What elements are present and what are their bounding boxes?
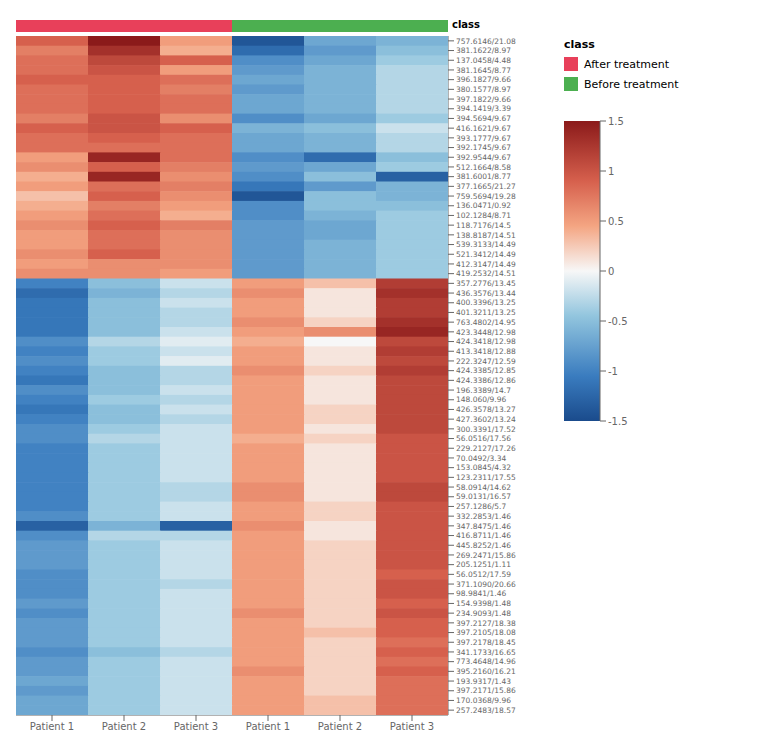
svg-text:0.5: 0.5 — [608, 216, 624, 227]
svg-text:397.1822/9.66: 397.1822/9.66 — [456, 95, 511, 104]
svg-text:521.3412/14.49: 521.3412/14.49 — [456, 250, 516, 259]
svg-text:Patient 2: Patient 2 — [318, 721, 362, 732]
svg-text:539.3133/14.49: 539.3133/14.49 — [456, 240, 516, 249]
svg-text:773.4648/14.96: 773.4648/14.96 — [456, 657, 516, 666]
svg-text:56.0512/17.59: 56.0512/17.59 — [456, 570, 511, 579]
svg-text:Patient 1: Patient 1 — [246, 721, 290, 732]
svg-text:424.3418/12.98: 424.3418/12.98 — [456, 337, 516, 346]
html-text:After treatment: After treatment — [584, 57, 670, 71]
svg-text:1: 1 — [608, 166, 614, 177]
svg-text:98.9841/1.46: 98.9841/1.46 — [456, 589, 506, 598]
svg-text:154.9398/1.48: 154.9398/1.48 — [456, 599, 511, 608]
svg-text:424.3385/12.85: 424.3385/12.85 — [456, 366, 516, 375]
svg-text:234.9093/1.48: 234.9093/1.48 — [456, 609, 511, 618]
svg-text:300.3391/17.52: 300.3391/17.52 — [456, 425, 516, 434]
svg-text:371.1090/20.66: 371.1090/20.66 — [456, 580, 516, 589]
svg-text:413.3418/12.88: 413.3418/12.88 — [456, 347, 516, 356]
html-text:class: class — [452, 19, 480, 30]
svg-text:412.3147/14.49: 412.3147/14.49 — [456, 260, 516, 269]
svg-text:380.1577/8.97: 380.1577/8.97 — [456, 85, 511, 94]
svg-text:102.1284/8.71: 102.1284/8.71 — [456, 211, 511, 220]
svg-text:436.3576/13.44: 436.3576/13.44 — [456, 289, 516, 298]
svg-text:332.2853/1.46: 332.2853/1.46 — [456, 512, 511, 521]
svg-text:394.1419/3.39: 394.1419/3.39 — [456, 104, 511, 113]
svg-text:394.5694/9.67: 394.5694/9.67 — [456, 114, 511, 123]
svg-text:196.3389/14.7: 196.3389/14.7 — [456, 386, 511, 395]
svg-text:137.0458/4.48: 137.0458/4.48 — [456, 56, 511, 65]
svg-text:170.0368/9.96: 170.0368/9.96 — [456, 696, 511, 705]
svg-text:0: 0 — [608, 266, 614, 277]
svg-text:416.8711/1.46: 416.8711/1.46 — [456, 531, 511, 540]
svg-text:229.2127/17.26: 229.2127/17.26 — [456, 444, 516, 453]
svg-text:512.1664/8.58: 512.1664/8.58 — [456, 163, 511, 172]
svg-text:377.1665/21.27: 377.1665/21.27 — [456, 182, 516, 191]
svg-text:397.2178/18.45: 397.2178/18.45 — [456, 638, 516, 647]
svg-text:423.3448/12.98: 423.3448/12.98 — [456, 328, 516, 337]
svg-text:381.6001/8.77: 381.6001/8.77 — [456, 172, 511, 181]
svg-text:70.0492/3.34: 70.0492/3.34 — [456, 454, 506, 463]
svg-text:392.1745/9.67: 392.1745/9.67 — [456, 143, 511, 152]
svg-text:397.2127/18.38: 397.2127/18.38 — [456, 619, 516, 628]
svg-text:396.1827/9.66: 396.1827/9.66 — [456, 75, 511, 84]
svg-text:136.0471/0.92: 136.0471/0.92 — [456, 201, 511, 210]
svg-text:397.2171/15.86: 397.2171/15.86 — [456, 686, 516, 695]
svg-text:381.1645/8.77: 381.1645/8.77 — [456, 66, 511, 75]
svg-text:424.3386/12.86: 424.3386/12.86 — [456, 376, 516, 385]
svg-text:426.3578/13.27: 426.3578/13.27 — [456, 405, 516, 414]
svg-text:Patient 3: Patient 3 — [174, 721, 218, 732]
svg-text:Patient 3: Patient 3 — [390, 721, 434, 732]
svg-text:56.0516/17.56: 56.0516/17.56 — [456, 434, 511, 443]
svg-text:401.3211/13.25: 401.3211/13.25 — [456, 308, 516, 317]
svg-text:759.5694/19.28: 759.5694/19.28 — [456, 192, 516, 201]
svg-text:-1: -1 — [608, 366, 618, 377]
svg-text:381.1622/8.97: 381.1622/8.97 — [456, 46, 511, 55]
svg-text:-0.5: -0.5 — [608, 316, 628, 327]
svg-text:419.2532/14.51: 419.2532/14.51 — [456, 269, 516, 278]
svg-text:763.4802/14.95: 763.4802/14.95 — [456, 318, 516, 327]
svg-text:118.7176/14.5: 118.7176/14.5 — [456, 221, 511, 230]
svg-text:58.0914/14.62: 58.0914/14.62 — [456, 483, 511, 492]
svg-text:395.2160/16.21: 395.2160/16.21 — [456, 667, 516, 676]
svg-text:1.5: 1.5 — [608, 116, 624, 127]
svg-text:59.0131/16.57: 59.0131/16.57 — [456, 492, 511, 501]
svg-text:Patient 2: Patient 2 — [102, 721, 146, 732]
svg-text:416.1621/9.67: 416.1621/9.67 — [456, 124, 511, 133]
svg-text:393.1777/9.67: 393.1777/9.67 — [456, 134, 511, 143]
html-text:Before treatment: Before treatment — [584, 77, 679, 91]
svg-text:-1.5: -1.5 — [608, 416, 628, 427]
svg-text:269.2471/15.86: 269.2471/15.86 — [456, 551, 516, 560]
svg-text:357.2776/13.45: 357.2776/13.45 — [456, 279, 516, 288]
svg-text:148.060/9.96: 148.060/9.96 — [456, 395, 506, 404]
svg-text:341.1733/16.65: 341.1733/16.65 — [456, 648, 516, 657]
svg-text:123.2311/17.55: 123.2311/17.55 — [456, 473, 516, 482]
svg-text:445.8252/1.46: 445.8252/1.46 — [456, 541, 511, 550]
svg-text:347.8475/1.46: 347.8475/1.46 — [456, 522, 511, 531]
svg-text:205.1251/1.11: 205.1251/1.11 — [456, 560, 511, 569]
html-text:class: class — [564, 38, 595, 51]
svg-text:138.8187/14.51: 138.8187/14.51 — [456, 231, 516, 240]
svg-text:Patient 1: Patient 1 — [30, 721, 74, 732]
svg-text:257.2483/18.57: 257.2483/18.57 — [456, 706, 516, 715]
svg-text:222.3247/12.59: 222.3247/12.59 — [456, 357, 516, 366]
svg-text:397.2105/18.08: 397.2105/18.08 — [456, 628, 516, 637]
svg-text:400.3396/13.25: 400.3396/13.25 — [456, 298, 516, 307]
svg-text:392.9544/9.67: 392.9544/9.67 — [456, 153, 511, 162]
svg-text:427.3602/13.24: 427.3602/13.24 — [456, 415, 516, 424]
svg-text:257.1286/5.7: 257.1286/5.7 — [456, 502, 506, 511]
svg-text:153.0845/4.32: 153.0845/4.32 — [456, 463, 511, 472]
svg-text:193.9317/1.43: 193.9317/1.43 — [456, 677, 511, 686]
svg-text:757.6146/21.08: 757.6146/21.08 — [456, 37, 516, 46]
